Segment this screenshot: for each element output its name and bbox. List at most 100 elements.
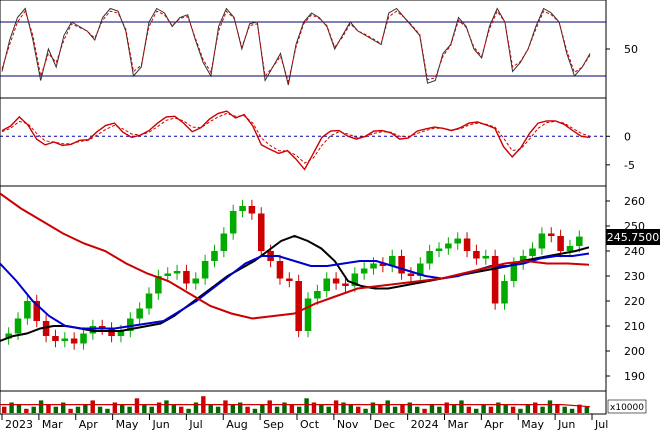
volume-bar [156,402,162,413]
price-candle-body [417,263,424,276]
price-candle-body [501,281,508,304]
volume-bar [179,406,184,413]
price-candle-body [164,273,171,276]
price-candle-body [42,321,50,336]
volume-unit-label: x10000 [610,403,644,413]
volume-bar [503,404,508,413]
volume-bar [466,406,472,413]
volume-bar [90,400,95,413]
price-candle-body [576,236,583,246]
price-candle-body [183,271,190,284]
x-axis-tick-label: Apr [484,418,504,431]
volume-bar [127,406,132,413]
volume-bar [193,402,199,413]
price-candle-body [351,273,359,286]
price-candle-body [482,256,490,259]
volume-bar [297,406,302,413]
price-candle-body [566,246,574,251]
volume-bar [112,402,118,413]
price-tick-label: 220 [624,295,645,308]
price-candle-body [379,263,387,266]
macd-panel: 0 -5 [0,110,635,172]
price-candle-body [136,308,143,319]
volume-bar [164,400,169,413]
x-axis-tick-label: Mar [42,418,63,431]
volume-bar [24,408,29,413]
x-axis-tick-label: Apr [79,418,99,431]
price-tick-label: 210 [624,320,645,333]
volume-bar [429,404,435,413]
stochastic-line-1 [1,7,591,86]
volume-bar [488,406,494,413]
volume-bar [569,408,575,413]
volume-bar [437,406,442,413]
volume-bar [547,400,553,413]
price-candle-body [426,251,433,264]
price-candle-body [323,278,331,291]
volume-bar [518,408,523,413]
volume-bar [577,404,582,413]
volume-bar [31,406,36,413]
price-candle-body [89,326,97,334]
x-axis-tick-label: Jul [594,418,608,431]
stochastic-panel: 50 [0,7,638,86]
macd-tick-label: -5 [624,159,635,172]
x-axis-tick-label: 2024 [411,418,439,431]
volume-bar [238,402,243,413]
x-axis-tick-label: Oct [300,418,320,431]
price-candle-body [538,233,546,249]
volume-bar [370,402,376,413]
volume-bar [333,400,339,413]
price-candle-body [239,206,246,211]
price-candle-body [286,278,293,281]
volume-bar [326,406,331,413]
last-price-box [606,229,660,245]
volume-bar [584,406,590,413]
volume-bar [149,406,154,413]
volume-bar [363,408,368,413]
price-candle-body [5,333,12,339]
price-candle-body [276,261,284,279]
price-tick-label: 200 [624,345,645,358]
macd-tick-label: 0 [624,130,631,143]
volume-bar [260,404,265,413]
price-candle-body [220,233,228,251]
volume-bar [142,404,147,413]
price-candle-body [52,336,59,341]
volume-bar [171,404,177,413]
price-candle-body [33,301,41,321]
price-panel-frame [0,185,607,392]
x-axis-tick-label: Nov [337,418,359,431]
x-axis-tick-label: Mar [448,418,469,431]
price-candle-body [229,211,237,234]
volume-bar [392,406,398,413]
volume-bar [385,400,390,413]
volume-bar [444,402,449,413]
price-moving-average-1 [0,234,590,342]
x-axis: 2023 Mar Apr May Jun Jul Aug Sep Oct Nov Dec 2024 Ma… [1,414,608,431]
price-candle-body [529,248,536,256]
volume-bar [422,408,427,413]
volume-bar [120,404,125,413]
price-candle-body [407,273,415,276]
volume-bar [356,406,361,413]
volume-bar [407,402,413,413]
volume-bar [208,404,213,413]
volume-bar [186,408,191,413]
macd-line-1 [1,110,591,171]
price-candle-body [117,331,125,336]
price-tick-label: 230 [624,270,645,283]
volume-bar [400,404,405,413]
price-candle-body [398,256,405,274]
price-tick-label: 260 [624,195,645,208]
volume-bar [61,402,66,413]
price-tick-label: 240 [624,245,645,258]
volume-bar [53,406,59,413]
price-candle-body [332,278,340,284]
price-candle-body [98,326,106,329]
volume-bar [83,404,88,413]
price-candle-body [473,251,480,259]
price-tick-label: 190 [624,370,645,383]
